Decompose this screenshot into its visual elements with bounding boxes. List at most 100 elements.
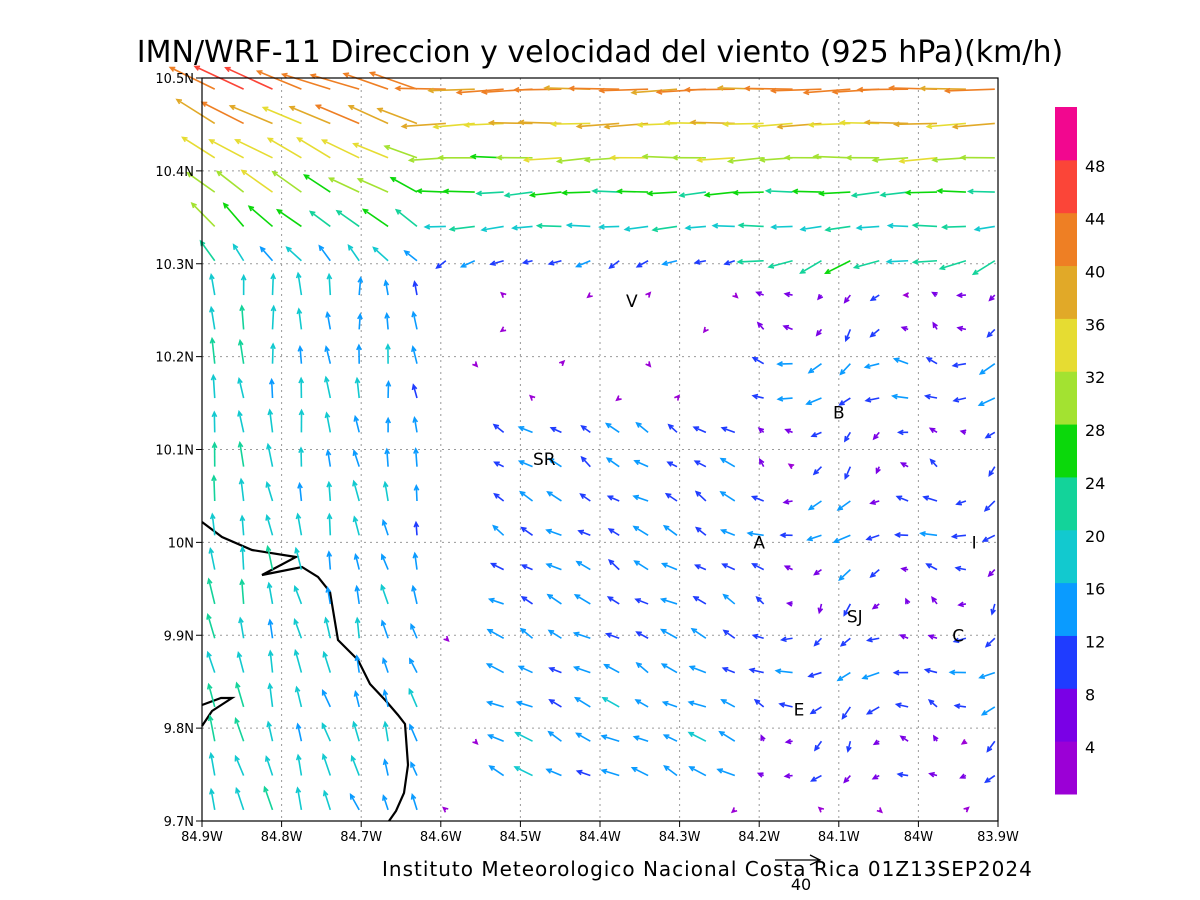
colorbar-label: 8 xyxy=(1085,685,1095,704)
wind-vector xyxy=(869,328,880,338)
wind-vector xyxy=(513,766,533,777)
wind-vector xyxy=(411,310,418,330)
wind-vector xyxy=(565,222,591,229)
wind-vector xyxy=(265,480,274,502)
wind-vector xyxy=(871,603,880,610)
wind-vector xyxy=(215,170,245,193)
wind-vector xyxy=(459,260,476,268)
wind-vector xyxy=(692,426,707,434)
wind-vector xyxy=(500,291,507,298)
wind-vector xyxy=(517,460,533,468)
wind-vector xyxy=(211,474,217,502)
wind-vector xyxy=(986,740,996,753)
wind-vector xyxy=(579,493,591,502)
wind-vector xyxy=(839,637,851,647)
wind-vector xyxy=(784,738,793,745)
y-tick-label: 10N xyxy=(168,536,194,551)
wind-vector xyxy=(511,224,533,231)
wind-vector xyxy=(550,121,591,127)
wind-vector xyxy=(844,329,852,343)
wind-vector xyxy=(636,121,678,128)
wind-vector xyxy=(824,225,851,233)
wind-vector xyxy=(520,595,533,605)
wind-vector xyxy=(293,618,303,639)
wind-vector xyxy=(751,393,764,400)
wind-vector xyxy=(855,224,880,231)
wind-vector xyxy=(586,292,593,299)
wind-vector xyxy=(285,246,302,262)
wind-vector xyxy=(545,528,562,537)
wind-vector xyxy=(785,600,793,607)
wind-vector xyxy=(719,457,736,468)
wind-vector xyxy=(412,551,419,570)
wind-vector xyxy=(959,154,995,161)
wind-vector xyxy=(718,730,736,742)
wind-vector xyxy=(936,188,966,194)
wind-vector xyxy=(900,326,909,332)
wind-vector xyxy=(711,222,735,229)
wind-vector xyxy=(302,174,331,193)
wind-vector xyxy=(517,665,533,674)
wind-vector xyxy=(326,272,333,296)
wind-vector xyxy=(354,584,361,605)
wind-vector xyxy=(577,529,591,537)
wind-vector xyxy=(928,771,938,778)
wind-vector xyxy=(206,650,216,673)
wind-vector xyxy=(547,730,562,742)
wind-vector xyxy=(661,259,678,266)
wind-vector xyxy=(485,700,504,708)
wind-vector xyxy=(489,562,505,571)
wind-vector xyxy=(394,208,418,228)
wind-vector xyxy=(807,671,822,678)
wind-vector xyxy=(758,457,765,468)
wind-vector xyxy=(352,515,360,536)
wind-vector xyxy=(787,463,795,470)
wind-vector xyxy=(208,751,216,776)
wind-vector xyxy=(411,584,418,605)
wind-vector xyxy=(963,806,970,813)
wind-vector xyxy=(608,260,620,269)
wind-vector xyxy=(987,569,996,578)
wind-vector xyxy=(812,466,823,476)
wind-vector xyxy=(756,772,764,778)
wind-vector xyxy=(807,500,822,511)
wind-vector xyxy=(895,495,909,502)
wind-vector xyxy=(267,682,274,707)
wind-vector xyxy=(548,666,562,674)
wind-vector xyxy=(813,568,822,576)
colorbar-label: 48 xyxy=(1085,157,1105,176)
wind-vector xyxy=(199,239,216,262)
wind-vector xyxy=(372,246,389,262)
wind-vector xyxy=(660,562,678,571)
wind-vector xyxy=(175,98,216,125)
colorbar-segment xyxy=(1055,741,1077,795)
wind-vector xyxy=(721,563,736,571)
wind-vector xyxy=(547,259,562,266)
wind-vector xyxy=(522,156,562,163)
wind-vector xyxy=(268,377,275,399)
wind-vector xyxy=(956,325,967,332)
wind-vector xyxy=(237,338,245,364)
wind-vector xyxy=(684,224,706,231)
wind-vector xyxy=(891,393,909,400)
wind-vector xyxy=(238,477,245,502)
wind-vector xyxy=(271,170,302,193)
wind-vector xyxy=(598,87,649,94)
wind-vector xyxy=(400,122,446,130)
wind-vector xyxy=(326,480,333,502)
wind-vector xyxy=(423,223,446,230)
wind-vector xyxy=(687,700,707,708)
wind-vector xyxy=(919,530,938,537)
wind-vector xyxy=(442,806,449,813)
wind-vector xyxy=(259,246,274,262)
wind-vector xyxy=(899,462,909,468)
wind-vector xyxy=(836,671,851,682)
wind-vector xyxy=(929,458,938,468)
wind-vector xyxy=(984,637,996,648)
wind-vector xyxy=(325,448,332,467)
wind-vector xyxy=(475,190,504,197)
wind-vector xyxy=(293,648,303,673)
colorbar-segment xyxy=(1055,424,1077,478)
wind-vector xyxy=(575,560,591,571)
